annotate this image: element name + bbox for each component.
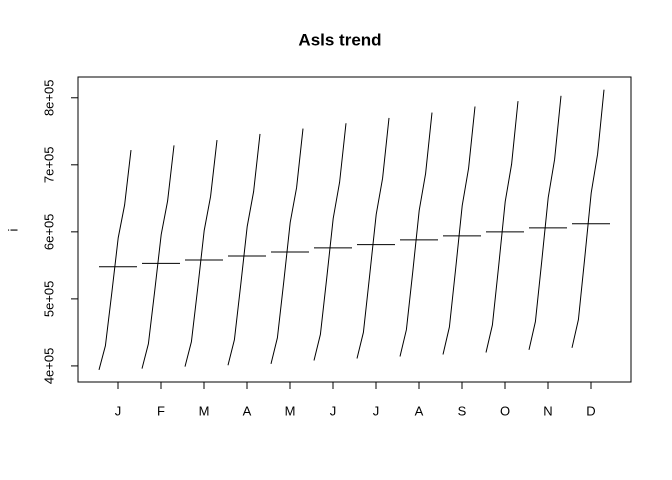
x-tick-label: O — [500, 403, 510, 418]
x-tick-label: F — [157, 403, 165, 418]
x-tick-label: S — [458, 403, 467, 418]
x-tick-label: J — [373, 403, 380, 418]
y-tick-label: 8e+05 — [41, 80, 56, 117]
month-line — [442, 106, 476, 355]
x-tick-label: M — [285, 403, 296, 418]
month-line — [571, 89, 605, 348]
y-tick-label: 5e+05 — [41, 281, 56, 318]
x-tick-label: J — [330, 403, 337, 418]
plot-frame — [77, 76, 632, 383]
month-line — [98, 150, 132, 371]
x-tick-label: A — [243, 403, 252, 418]
x-tick-label: M — [199, 403, 210, 418]
x-tick-label: J — [115, 403, 122, 418]
month-line — [485, 101, 519, 353]
month-line — [528, 95, 562, 350]
y-axis-label: i — [5, 228, 20, 231]
x-tick-label: D — [586, 403, 595, 418]
chart-title: Asls trend — [298, 30, 381, 49]
month-line — [227, 133, 261, 366]
x-tick-label: N — [543, 403, 552, 418]
x-tick-label: A — [415, 403, 424, 418]
y-tick-label: 4e+05 — [41, 348, 56, 385]
y-tick-label: 7e+05 — [41, 147, 56, 184]
month-line — [184, 139, 218, 367]
month-line — [141, 145, 175, 369]
y-tick-label: 6e+05 — [41, 214, 56, 251]
month-line — [399, 112, 433, 357]
